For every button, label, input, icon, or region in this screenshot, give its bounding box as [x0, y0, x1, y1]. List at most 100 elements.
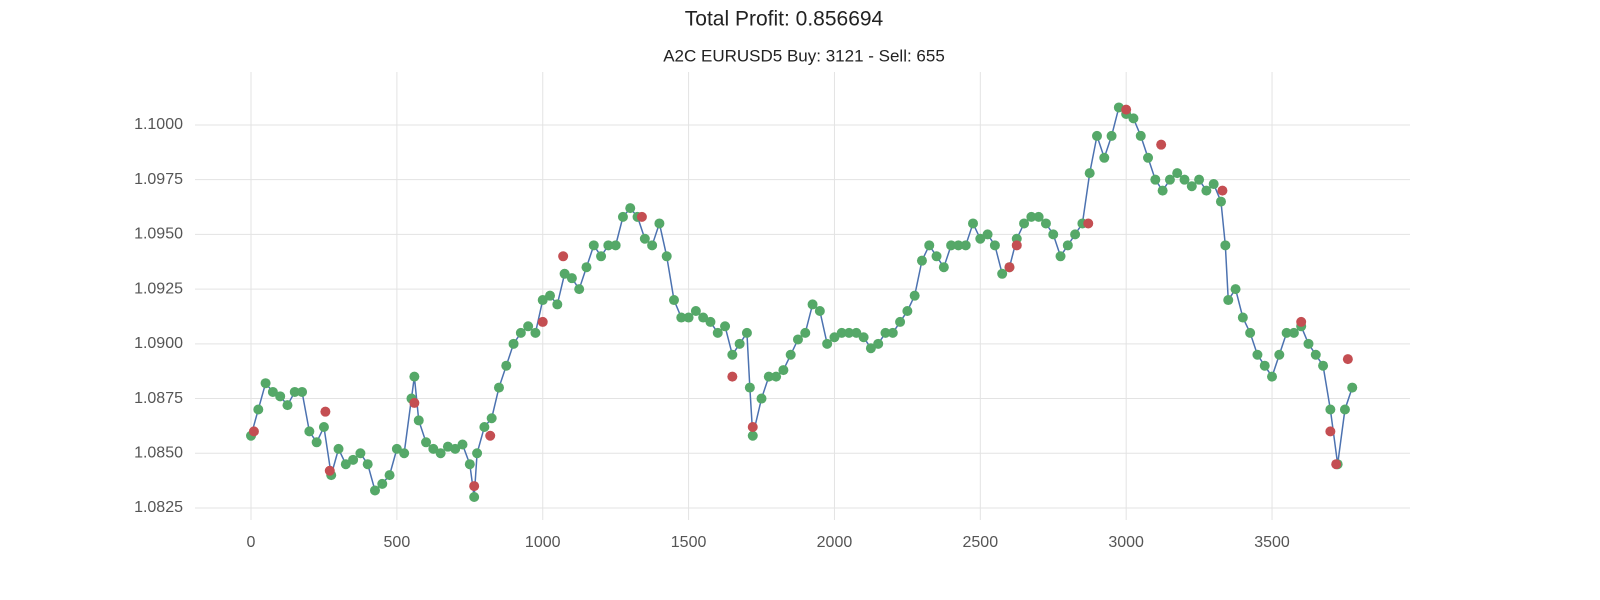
buy-marker: [333, 443, 344, 454]
buy-marker: [720, 321, 731, 332]
buy-marker: [1230, 284, 1241, 295]
buy-marker: [1048, 229, 1059, 240]
x-tick-label: 3000: [1108, 534, 1144, 551]
buy-marker: [1055, 251, 1066, 262]
buy-marker: [289, 386, 300, 397]
buy-marker: [676, 312, 687, 323]
buy-marker: [253, 404, 264, 415]
buy-marker: [924, 240, 935, 251]
buy-marker: [369, 485, 380, 496]
buy-marker: [1143, 152, 1154, 163]
buy-marker: [785, 349, 796, 360]
buy-marker: [741, 327, 752, 338]
buy-marker: [836, 327, 847, 338]
buy-marker: [428, 443, 439, 454]
buy-marker: [851, 327, 862, 338]
buy-marker: [895, 316, 906, 327]
sell-marker: [558, 251, 569, 262]
buy-marker: [1135, 130, 1146, 141]
buy-marker: [1281, 327, 1292, 338]
buy-marker: [698, 312, 709, 323]
buy-marker: [1325, 404, 1336, 415]
buy-marker: [756, 393, 767, 404]
x-tick-label: 500: [384, 534, 411, 551]
sell-marker: [469, 481, 480, 492]
buy-marker: [275, 391, 286, 402]
buy-marker: [946, 240, 957, 251]
buy-marker: [931, 251, 942, 262]
buy-marker: [297, 386, 308, 397]
buy-marker: [377, 478, 388, 489]
buy-marker: [902, 305, 913, 316]
buy-marker: [1318, 360, 1329, 371]
sell-marker: [248, 426, 259, 437]
buy-marker: [771, 371, 782, 382]
buy-marker: [486, 413, 497, 424]
buy-marker: [340, 459, 351, 470]
y-tick-label: 1.0975: [134, 171, 183, 188]
buy-marker: [1237, 312, 1248, 323]
buy-marker: [1186, 181, 1197, 192]
buy-marker: [792, 334, 803, 345]
buy-marker: [997, 268, 1008, 279]
sell-marker: [636, 211, 647, 222]
buy-marker: [413, 415, 424, 426]
buy-marker: [574, 284, 585, 295]
y-tick-label: 1.0875: [134, 390, 183, 407]
sell-marker: [1083, 218, 1094, 229]
buy-marker: [355, 448, 366, 459]
buy-marker: [362, 459, 373, 470]
buy-marker: [304, 426, 315, 437]
y-tick-label: 1.0900: [134, 335, 183, 352]
buy-marker: [267, 386, 278, 397]
buy-marker: [763, 371, 774, 382]
buy-marker: [1179, 174, 1190, 185]
buy-marker: [384, 470, 395, 481]
buy-marker: [1164, 174, 1175, 185]
buy-marker: [545, 290, 556, 301]
buy-marker: [654, 218, 665, 229]
buy-marker: [348, 454, 359, 465]
x-tick-label: 3500: [1254, 534, 1290, 551]
y-tick-label: 1.0925: [134, 280, 183, 297]
buy-marker: [1026, 211, 1037, 222]
buy-marker: [1084, 168, 1095, 179]
buy-marker: [887, 327, 898, 338]
buy-marker: [938, 262, 949, 273]
sell-marker: [320, 406, 331, 417]
buy-marker: [1303, 338, 1314, 349]
buy-marker: [1040, 218, 1051, 229]
sell-marker: [1331, 459, 1342, 470]
sell-marker: [1011, 240, 1022, 251]
buy-marker: [968, 218, 979, 229]
buy-marker: [807, 299, 818, 310]
buy-marker: [552, 299, 563, 310]
buy-marker: [814, 305, 825, 316]
buy-marker: [391, 443, 402, 454]
buy-marker: [647, 240, 658, 251]
buy-marker: [800, 327, 811, 338]
buy-marker: [523, 321, 534, 332]
buy-marker: [865, 343, 876, 354]
y-tick-label: 1.0825: [134, 499, 183, 516]
buy-marker: [858, 332, 869, 343]
buy-marker: [1128, 113, 1139, 124]
sell-marker: [409, 397, 420, 408]
buy-marker: [778, 365, 789, 376]
x-tick-label: 1000: [525, 534, 561, 551]
buy-marker: [1201, 185, 1212, 196]
buy-marker: [1208, 179, 1219, 190]
buy-marker: [450, 443, 461, 454]
buy-marker: [1070, 229, 1081, 240]
buy-marker: [1347, 382, 1358, 393]
y-tick-label: 1.0850: [134, 444, 183, 461]
sell-marker: [324, 465, 335, 476]
buy-marker: [479, 421, 490, 432]
buy-marker: [960, 240, 971, 251]
sell-marker: [537, 316, 548, 327]
buy-marker: [734, 338, 745, 349]
buy-marker: [639, 233, 650, 244]
buy-marker: [661, 251, 672, 262]
sell-marker: [1342, 354, 1353, 365]
buy-marker: [844, 327, 855, 338]
